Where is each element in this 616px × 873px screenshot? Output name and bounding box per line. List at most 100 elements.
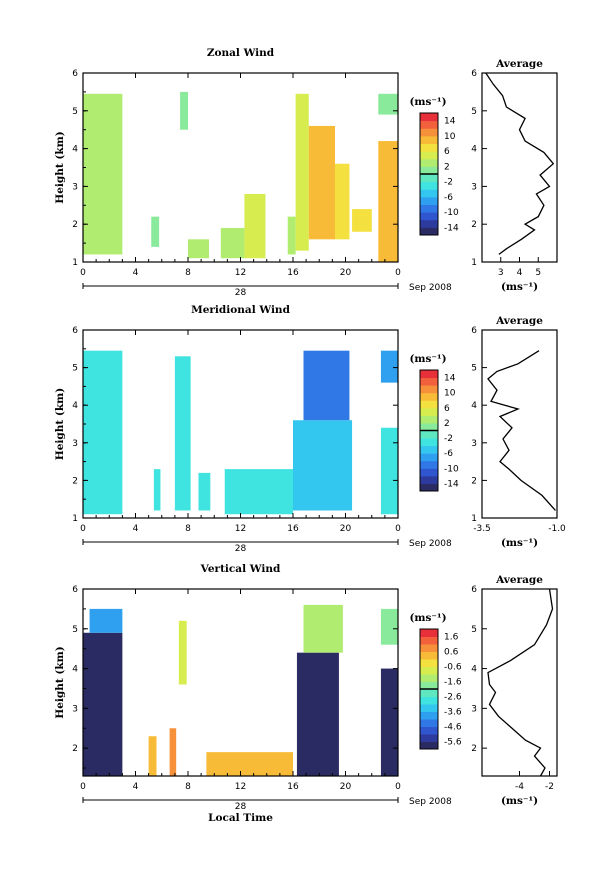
colorbar-tick-label: 6 <box>444 404 450 414</box>
colorbar-swatch <box>420 189 438 198</box>
y-tick-label: 4 <box>72 145 78 155</box>
heatmap-cells <box>83 604 398 776</box>
colorbar-swatch <box>420 719 438 727</box>
colorbar-swatch <box>420 370 438 379</box>
x-tick-label: 0 <box>80 782 86 792</box>
x-tick-label: 4 <box>133 268 139 278</box>
heatmap-cell <box>380 350 398 383</box>
avg-y-tick-label: 3 <box>471 439 477 449</box>
colorbar-swatch <box>420 143 438 152</box>
heatmap-cell <box>220 227 245 259</box>
date-label: Sep 2008 <box>409 797 452 807</box>
colorbar-unit-label: (ms⁻¹) <box>409 612 446 624</box>
y-tick-label: 2 <box>72 744 78 754</box>
average-title: Average <box>495 315 543 327</box>
colorbar <box>419 112 439 236</box>
heatmap-cell <box>174 356 191 511</box>
colorbar-tick-label: 2 <box>444 162 450 172</box>
heatmap-cell <box>335 163 350 240</box>
colorbar-tick-label: 0.6 <box>444 648 459 658</box>
avg-y-tick-label: 2 <box>471 476 477 486</box>
colorbar-tick-label: -4.6 <box>444 723 462 733</box>
heatmap-cell <box>169 728 177 776</box>
panel-title: Zonal Wind <box>207 47 275 59</box>
avg-y-tick-label: 4 <box>471 145 477 155</box>
heatmap-cell <box>198 472 211 511</box>
colorbar-tick-label: -3.6 <box>444 708 462 718</box>
colorbar-swatch <box>420 407 438 416</box>
avg-y-tick-label: 5 <box>471 107 477 117</box>
heatmap-cell <box>296 652 339 776</box>
colorbar-swatch <box>420 196 438 205</box>
colorbar-tick-label: -14 <box>444 479 459 489</box>
y-tick-label: 2 <box>72 476 78 486</box>
heatmap-cell <box>308 125 335 240</box>
colorbar-tick-label: -2.6 <box>444 693 462 703</box>
colorbar-swatch <box>420 453 438 462</box>
colorbar-swatch <box>420 741 438 750</box>
colorbar-swatch <box>420 704 438 712</box>
colorbar-swatch <box>420 681 438 690</box>
avg-x-tick-label: -3.5 <box>473 524 491 534</box>
colorbar-swatch <box>420 135 438 144</box>
colorbar-swatch <box>420 227 438 236</box>
x-tick-label: 12 <box>235 524 246 534</box>
colorbar-tick-label: 10 <box>444 389 456 399</box>
colorbar-swatch <box>420 629 438 637</box>
colorbar-swatch <box>420 651 438 660</box>
colorbar-tick-label: 14 <box>444 374 456 384</box>
heatmap-cell <box>83 632 123 776</box>
y-tick-label: 4 <box>72 665 78 675</box>
colorbar-swatch <box>420 475 438 484</box>
avg-y-tick-label: 3 <box>471 704 477 714</box>
colorbar-tick-label: 14 <box>444 117 456 127</box>
colorbar-tick-label: -10 <box>444 208 459 218</box>
y-tick-label: 3 <box>72 182 78 192</box>
colorbar-swatch <box>420 113 438 122</box>
avg-y-tick-label: 5 <box>471 364 477 374</box>
colorbar-swatch <box>420 385 438 394</box>
heatmap-cell <box>380 427 398 515</box>
y-tick-label: 3 <box>72 704 78 714</box>
colorbar-swatch <box>420 174 438 183</box>
heatmap-cell <box>153 469 161 511</box>
x-tick-label: 16 <box>287 268 299 278</box>
colorbar-swatch <box>420 151 438 160</box>
x-tick-label: 0 <box>80 268 86 278</box>
colorbar-swatch <box>420 128 438 137</box>
avg-y-tick-label: 6 <box>471 326 477 336</box>
colorbar-swatch <box>420 483 438 492</box>
average-frame <box>481 329 558 519</box>
average-profile-line <box>485 72 555 255</box>
avg-unit-label: (ms⁻¹) <box>501 795 538 807</box>
colorbar-swatch <box>420 460 438 469</box>
colorbar-tick-label: -6 <box>444 193 453 203</box>
heatmap-cell <box>378 141 398 262</box>
colorbar-swatch <box>420 377 438 386</box>
panel-title: Vertical Wind <box>200 563 281 575</box>
plot-frame <box>82 588 399 777</box>
average-frame <box>481 72 558 263</box>
colorbar <box>419 628 439 750</box>
y-tick-label: 5 <box>72 107 78 117</box>
colorbar-swatch <box>420 415 438 424</box>
y-tick-label: 5 <box>72 625 78 635</box>
avg-x-tick-label: -2 <box>545 782 554 792</box>
colorbar-swatch <box>420 219 438 228</box>
y-tick-label: 1 <box>72 258 78 268</box>
heatmap-cell <box>206 752 293 776</box>
y-axis-title: Height (km) <box>54 388 66 460</box>
colorbar-tick-label: -2 <box>444 434 453 444</box>
avg-y-tick-label: 5 <box>471 625 477 635</box>
colorbar-swatch <box>420 430 438 439</box>
colorbar-swatch <box>420 204 438 213</box>
colorbar-tick-label: -6 <box>444 449 453 459</box>
heatmap-cell <box>378 93 398 115</box>
heatmap-cell <box>380 668 398 776</box>
heatmap-cell <box>224 469 293 515</box>
x-tick-label: 16 <box>287 782 299 792</box>
heatmap-cell <box>178 620 187 685</box>
x-tick-label: 0 <box>395 782 401 792</box>
x-tick-label: 8 <box>185 524 191 534</box>
colorbar-tick-label: -0.6 <box>444 663 462 673</box>
